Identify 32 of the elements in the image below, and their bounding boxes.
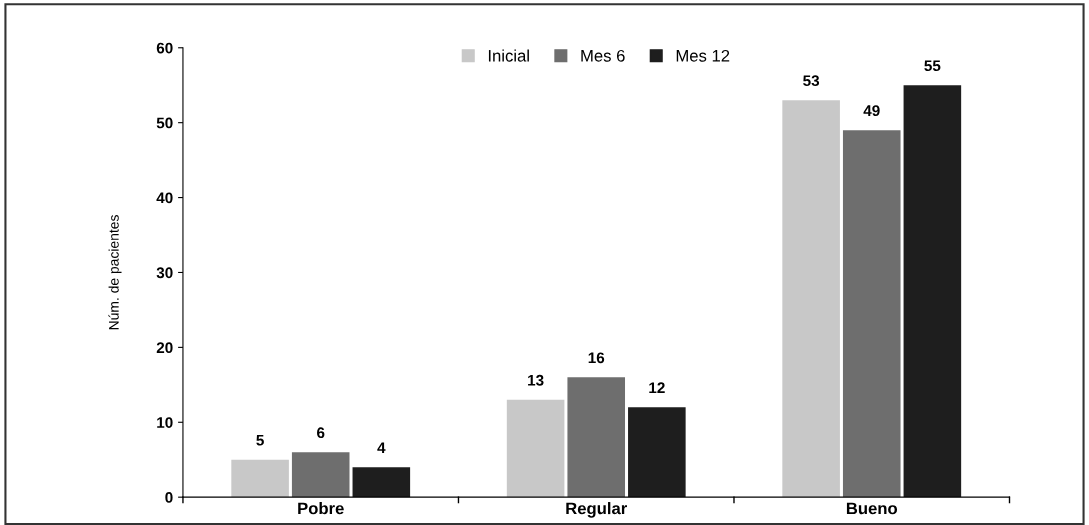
- bar: [782, 100, 840, 498]
- legend-label: Mes 6: [581, 49, 625, 62]
- legend-label: Inicial: [488, 49, 529, 62]
- data-label: 16: [588, 352, 605, 364]
- y-tick-label: 20: [156, 342, 173, 354]
- data-label: 53: [803, 75, 820, 87]
- data-label: 13: [528, 374, 544, 386]
- bar: [628, 407, 686, 498]
- data-label: 12: [649, 382, 665, 394]
- bar: [842, 130, 901, 498]
- x-tick-label: Pobre: [298, 502, 344, 515]
- y-tick-label: 50: [156, 117, 173, 129]
- data-label: 6: [317, 427, 325, 439]
- y-axis-title: Núm. de pacientes: [108, 215, 122, 330]
- x-tick-label: Regular: [566, 502, 627, 518]
- y-tick-label: 30: [156, 267, 173, 279]
- bar: [506, 399, 565, 498]
- legend-label: Mes 12: [676, 49, 730, 62]
- y-tick-label: 60: [156, 42, 173, 54]
- y-tick-label: 40: [156, 192, 173, 204]
- data-label: 55: [924, 60, 941, 72]
- x-tick-label: Bueno: [846, 502, 898, 515]
- bar: [291, 452, 350, 498]
- bar: [352, 467, 411, 498]
- data-label: 5: [256, 434, 264, 446]
- data-label: 4: [377, 442, 386, 453]
- bar: [231, 459, 289, 498]
- bar: [903, 85, 962, 498]
- y-tick-label: 10: [157, 417, 173, 428]
- data-label: 49: [863, 105, 880, 117]
- bar: [567, 377, 626, 498]
- y-tick-label: 0: [165, 492, 173, 503]
